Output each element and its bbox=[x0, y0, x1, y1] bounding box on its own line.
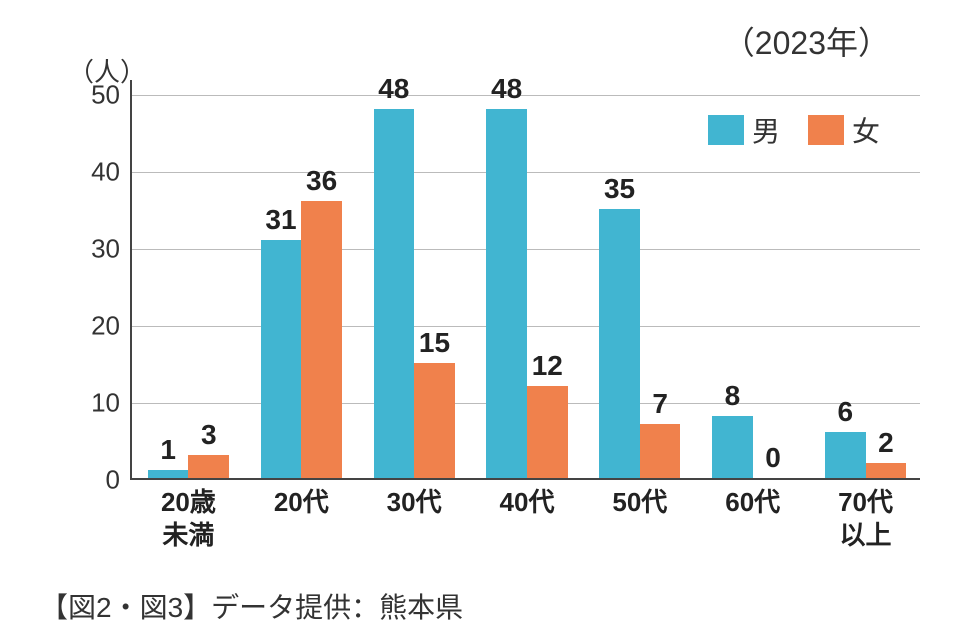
bar-value-label: 15 bbox=[419, 327, 450, 363]
bar-value-label: 1 bbox=[160, 434, 176, 470]
bar-女: 12 bbox=[527, 386, 568, 478]
ytick-label: 20 bbox=[91, 311, 132, 342]
bar-value-label: 48 bbox=[491, 73, 522, 109]
bar-女: 36 bbox=[301, 201, 342, 478]
bar-value-label: 31 bbox=[265, 204, 296, 240]
xtick-label: 50代 bbox=[612, 478, 667, 519]
bar-男: 6 bbox=[825, 432, 866, 478]
ytick-label: 40 bbox=[91, 157, 132, 188]
ytick-label: 50 bbox=[91, 80, 132, 111]
bar-男: 8 bbox=[712, 416, 753, 478]
bar-value-label: 36 bbox=[306, 165, 337, 201]
xtick-label: 20歳未満 bbox=[161, 478, 216, 551]
ytick-label: 0 bbox=[106, 465, 132, 496]
bar-男: 48 bbox=[374, 109, 415, 478]
xtick-label: 70代以上 bbox=[838, 478, 893, 551]
bar-男: 31 bbox=[261, 240, 302, 478]
chart-container: （2023年） （人） 0102030405020歳未満1320代313630代… bbox=[30, 10, 930, 570]
legend: 男女 bbox=[708, 110, 880, 150]
bar-value-label: 12 bbox=[532, 350, 563, 386]
bar-女: 2 bbox=[866, 463, 907, 478]
legend-item: 女 bbox=[808, 110, 880, 150]
bar-女: 7 bbox=[640, 424, 681, 478]
bar-value-label: 0 bbox=[765, 442, 781, 478]
xtick-label: 30代 bbox=[387, 478, 442, 519]
bar-男: 48 bbox=[486, 109, 527, 478]
legend-label: 男 bbox=[752, 110, 780, 150]
footer-note: 【図2・図3】データ提供：熊本県 bbox=[40, 586, 463, 626]
legend-item: 男 bbox=[708, 110, 780, 150]
bar-value-label: 35 bbox=[604, 173, 635, 209]
bar-value-label: 6 bbox=[837, 396, 853, 432]
ytick-label: 30 bbox=[91, 234, 132, 265]
bar-value-label: 7 bbox=[652, 388, 668, 424]
legend-label: 女 bbox=[852, 110, 880, 150]
bar-男: 1 bbox=[148, 470, 189, 478]
bar-value-label: 48 bbox=[378, 73, 409, 109]
legend-swatch bbox=[708, 115, 744, 145]
xtick-label: 40代 bbox=[500, 478, 555, 519]
year-label: （2023年） bbox=[723, 18, 890, 64]
bar-女: 15 bbox=[414, 363, 455, 478]
bar-女: 3 bbox=[188, 455, 229, 478]
bar-男: 35 bbox=[599, 209, 640, 478]
bar-value-label: 3 bbox=[201, 419, 217, 455]
bar-value-label: 2 bbox=[878, 427, 894, 463]
xtick-label: 60代 bbox=[725, 478, 780, 519]
xtick-label: 20代 bbox=[274, 478, 329, 519]
gridline bbox=[132, 95, 920, 96]
ytick-label: 10 bbox=[91, 388, 132, 419]
legend-swatch bbox=[808, 115, 844, 145]
bar-value-label: 8 bbox=[725, 380, 741, 416]
